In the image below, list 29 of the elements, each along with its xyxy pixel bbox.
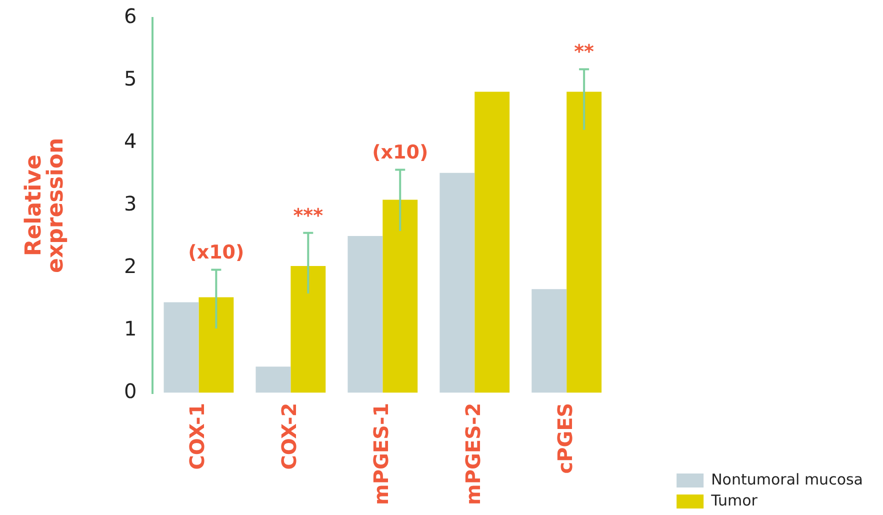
- x-tick-label: cPGES: [552, 402, 577, 474]
- y-tick-label: 2: [124, 254, 137, 278]
- bar: [440, 172, 475, 393]
- y-tick-label: 0: [124, 379, 137, 404]
- y-tick-label: 5: [124, 66, 137, 91]
- y-tick-label: 1: [124, 316, 137, 341]
- y-tick-label: 6: [124, 4, 137, 28]
- bar: [382, 200, 418, 393]
- x-tick-label: COX-1: [184, 402, 209, 470]
- bar: [290, 266, 326, 393]
- y-tick-label: 3: [124, 192, 137, 216]
- x-tick-label: mPGES-2: [460, 402, 485, 506]
- annotation: (x10): [372, 142, 428, 164]
- bar: [532, 289, 567, 393]
- y-axis-title: Relative expression: [22, 138, 69, 273]
- bar: [566, 92, 602, 393]
- y-tick-label: 4: [124, 129, 137, 154]
- x-tick-label: mPGES-1: [368, 402, 393, 506]
- bar: [348, 236, 383, 393]
- annotation: ***: [293, 204, 324, 227]
- annotation: (x10): [188, 242, 244, 264]
- bar: [164, 302, 199, 393]
- legend-label: Nontumoral mucosa: [711, 470, 864, 488]
- x-tick-label: COX-2: [276, 402, 301, 470]
- annotation: **: [574, 41, 594, 64]
- bar: [198, 297, 234, 393]
- bar: [474, 92, 510, 393]
- legend-label: Tumor: [710, 491, 758, 510]
- bar: [256, 366, 291, 393]
